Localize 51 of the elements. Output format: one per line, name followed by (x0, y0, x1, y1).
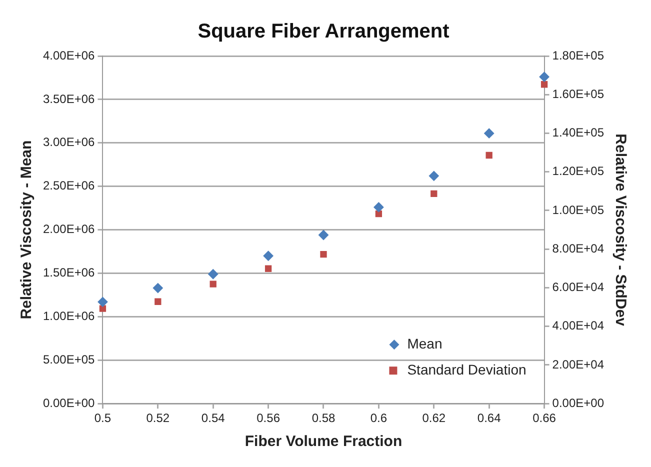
point (264, 265, 272, 272)
y-tick-label: 3.00E+06 (42, 135, 96, 150)
point (430, 190, 438, 198)
y-tick-label: 1.00E+06 (42, 309, 96, 324)
x-tick-label: 0.58 (312, 411, 336, 426)
x-tick-label: 0.56 (256, 411, 280, 426)
point (318, 230, 328, 240)
y2-tick-label: 0.00E+00 (552, 396, 604, 410)
x-tick-label: 0.6 (370, 411, 388, 426)
point (210, 280, 216, 288)
y-tick-label: 1.50E+06 (42, 266, 96, 280)
point (320, 250, 327, 258)
y-tick-label: 2.00E+06 (42, 222, 96, 236)
y-tick-label: 0.00E+00 (42, 396, 96, 410)
point (539, 72, 550, 82)
point (484, 128, 494, 138)
point (374, 202, 384, 212)
x-tick-label: 0.54 (201, 411, 226, 426)
y2-tick-label: 1.60E+05 (552, 86, 604, 101)
x-tick-label: 0.66 (532, 411, 556, 426)
y2-tick-label: 1.00E+05 (552, 202, 604, 217)
point (540, 81, 548, 88)
x-tick-label: 0.64 (477, 411, 502, 426)
x-axis-title: Fiber Volume Fraction (244, 433, 402, 450)
point (263, 250, 274, 261)
x-tick-label: 0.62 (422, 411, 446, 426)
point (152, 283, 163, 294)
y-axis-title: Relative Viscosity - Mean (18, 140, 36, 320)
y2-axis-title: Relative Viscosity - StdDev (612, 134, 629, 327)
point (486, 152, 492, 159)
legend-label: Mean (407, 335, 442, 352)
y2-tick-label: 2.00E+04 (552, 357, 604, 372)
y2-tick-label: 4.00E+04 (552, 318, 604, 333)
point (154, 298, 162, 305)
y-tick-label: 2.50E+06 (42, 178, 96, 193)
point (208, 269, 218, 280)
y-tick-label: 3.50E+06 (42, 92, 96, 106)
legend-label: Standard Deviation (407, 361, 526, 378)
y2-tick-label: 1.40E+05 (552, 126, 604, 140)
point (428, 170, 439, 181)
point (98, 296, 108, 307)
x-tick-label: 0.5 (94, 411, 112, 426)
y2-tick-label: 6.00E+04 (552, 280, 604, 294)
y-tick-label: 5.00E+05 (42, 352, 96, 366)
y2-tick-label: 1.80E+05 (552, 48, 604, 62)
chart-title: Square Fiber Arrangement (198, 20, 450, 43)
y-tick-label: 4.00E+06 (42, 48, 96, 62)
y2-tick-label: 8.00E+04 (552, 241, 604, 256)
y2-tick-label: 1.20E+05 (552, 164, 604, 178)
point (99, 305, 106, 312)
x-tick-label: 0.52 (146, 411, 170, 426)
